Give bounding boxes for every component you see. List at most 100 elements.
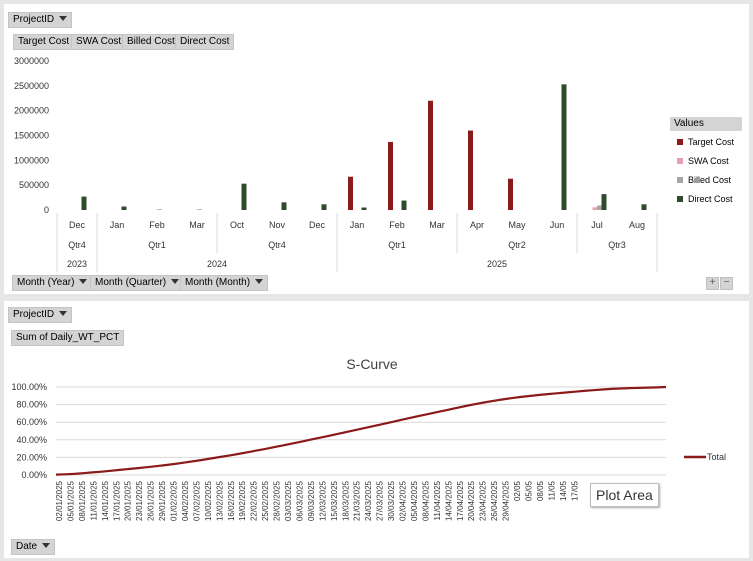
- x-tick-label-month: Jan: [110, 220, 125, 230]
- x-tick-label-year: 2024: [207, 259, 227, 269]
- bar-direct-cost: [401, 200, 407, 210]
- x-tick-label-date: 14/05: [559, 480, 568, 501]
- x-tick-label-quarter: Qtr1: [148, 240, 166, 250]
- y-tick-label: 500000: [19, 180, 49, 190]
- x-tick-label-date: 13/02/2025: [215, 480, 224, 521]
- x-tick-label-month: Mar: [189, 220, 205, 230]
- chevron-down-icon: [59, 16, 68, 21]
- x-tick-label-date: 11/04/2025: [433, 480, 442, 520]
- projectid-filter-label: ProjectID: [13, 309, 55, 320]
- x-tick-label-date: 07/02/2025: [192, 480, 201, 521]
- bar-swa-cost: [592, 207, 598, 210]
- legend-label-total: Total: [707, 452, 726, 462]
- bar-direct-cost: [121, 206, 127, 210]
- chevron-down-icon: [59, 311, 68, 316]
- x-tick-label-quarter: Qtr1: [388, 240, 406, 250]
- y-tick-label: 40.00%: [16, 435, 47, 445]
- axis-button-date[interactable]: Date: [11, 539, 56, 555]
- x-tick-label-date: 02/04/2025: [399, 480, 408, 521]
- chevron-down-icon: [42, 543, 51, 548]
- legend-item-swa-cost: SWA Cost: [677, 156, 729, 167]
- x-tick-label-date: 17/04/2025: [456, 480, 465, 521]
- x-tick-label-month: Dec: [309, 220, 326, 230]
- y-tick-label: 80.00%: [16, 400, 47, 410]
- y-tick-label: 3000000: [14, 56, 49, 66]
- x-tick-label-date: 02/05: [513, 480, 522, 501]
- cost-bar-chart: 0 500000 1000000 1500000 2000000 2500000 30000…: [14, 56, 658, 272]
- x-tick-label-date: 14/01/2025: [101, 480, 110, 521]
- axis-button-label: Month (Quarter): [95, 277, 167, 288]
- x-tick-label-date: 23/04/2025: [479, 480, 488, 521]
- x-tick-label-month: May: [508, 220, 526, 230]
- x-tick-label-date: 11/01/2025: [89, 480, 98, 520]
- legend-item-target-cost: Target Cost: [677, 137, 734, 148]
- x-tick-label-date: 04/02/2025: [181, 480, 190, 521]
- expand-field-button[interactable]: +: [706, 277, 719, 290]
- x-tick-label-date: 12/03/2025: [318, 480, 327, 521]
- x-tick-label-date: 09/03/2025: [307, 480, 316, 521]
- x-tick-label-month: Jul: [591, 220, 603, 230]
- axis-button-month-month[interactable]: Month (Month): [180, 275, 269, 291]
- collapse-field-button[interactable]: −: [720, 277, 733, 290]
- x-tick-label-month: Apr: [470, 220, 484, 230]
- bar-direct-cost: [281, 202, 287, 210]
- projectid-filter-button[interactable]: ProjectID: [8, 12, 73, 28]
- y-tick-label: 100.00%: [11, 382, 47, 392]
- scurve-pivot-chart-panel: ProjectID Sum of Daily_WT_PCT S-Curve 0.0…: [4, 301, 749, 558]
- x-tick-label-date: 05/01/2025: [66, 480, 75, 521]
- chevron-down-icon: [171, 279, 180, 284]
- bar-direct-cost: [321, 204, 327, 210]
- axis-button-label: Month (Year): [17, 277, 75, 288]
- cost-pivot-chart-panel: ProjectID Target Cost SWA Cost Billed Co…: [4, 4, 749, 294]
- value-button-direct-cost[interactable]: Direct Cost: [175, 34, 235, 50]
- y-tick-label: 1500000: [14, 131, 49, 141]
- chart-title: S-Curve: [346, 356, 398, 372]
- x-tick-label-date: 05/05: [524, 480, 533, 501]
- x-tick-label-month: Mar: [429, 220, 445, 230]
- x-tick-label-quarter: Qtr4: [68, 240, 86, 250]
- bar-direct-cost: [641, 204, 647, 210]
- bar-target-cost: [388, 141, 393, 210]
- x-tick-label-date: 01/02/2025: [170, 480, 179, 521]
- x-tick-label-date: 05/04/2025: [410, 480, 419, 521]
- value-button-daily-wt-pct[interactable]: Sum of Daily_WT_PCT: [11, 330, 125, 346]
- value-button-swa-cost[interactable]: SWA Cost: [71, 34, 127, 50]
- y-tick-label: 2500000: [14, 81, 49, 91]
- x-tick-label-date: 29/01/2025: [158, 480, 167, 521]
- legend-label-target-cost: Target Cost: [688, 137, 735, 147]
- bar-direct-cost: [601, 194, 607, 210]
- x-tick-label-date: 17/05: [570, 480, 579, 501]
- x-tick-label-date: 08/04/2025: [421, 480, 430, 521]
- projectid-filter-button[interactable]: ProjectID: [8, 307, 73, 323]
- x-tick-label-month: Jan: [350, 220, 365, 230]
- x-tick-label-date: 03/03/2025: [284, 480, 293, 521]
- x-tick-label-date: 18/03/2025: [341, 480, 350, 521]
- bar-billed-cost: [157, 209, 162, 210]
- x-tick-label-date: 08/01/2025: [78, 480, 87, 521]
- x-tick-label-date: 20/04/2025: [467, 480, 476, 521]
- value-button-target-cost[interactable]: Target Cost: [13, 34, 75, 50]
- axis-button-month-quarter[interactable]: Month (Quarter): [90, 275, 185, 291]
- legend-swatch-target-cost: [677, 139, 683, 145]
- projectid-filter-label: ProjectID: [13, 14, 55, 25]
- axis-button-month-year[interactable]: Month (Year): [12, 275, 93, 291]
- axis-button-label: Month (Month): [185, 277, 251, 288]
- legend-item-direct-cost: Direct Cost: [677, 194, 733, 205]
- scurve-line-chart: S-Curve 0.00% 20.00% 40.00% 60.00% 80.00% 100.…: [11, 356, 726, 521]
- x-tick-label-month: Feb: [389, 220, 405, 230]
- x-tick-label-year: 2025: [487, 259, 507, 269]
- bar-direct-cost: [561, 84, 567, 210]
- x-tick-label-date: 19/02/2025: [238, 480, 247, 521]
- x-tick-label-quarter: Qtr2: [508, 240, 526, 250]
- x-tick-label-date: 28/02/2025: [273, 480, 282, 521]
- scurve-total-line: [55, 385, 667, 476]
- y-tick-label: 0: [44, 205, 49, 215]
- bar-direct-cost: [361, 207, 367, 210]
- y-tick-label: 60.00%: [16, 417, 47, 427]
- x-tick-label-month: Oct: [230, 220, 245, 230]
- x-tick-label-date: 30/03/2025: [387, 480, 396, 521]
- bar-direct-cost: [241, 183, 247, 210]
- x-tick-label-date: 22/02/2025: [250, 480, 259, 521]
- bar-direct-cost: [81, 196, 87, 210]
- x-tick-label-month: Nov: [269, 220, 286, 230]
